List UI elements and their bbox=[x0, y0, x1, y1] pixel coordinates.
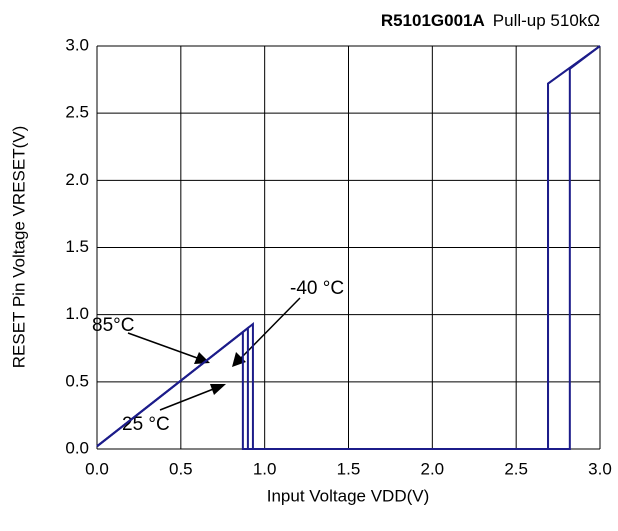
y-tick-label: 3.0 bbox=[65, 35, 89, 54]
y-tick-label: 0.5 bbox=[65, 371, 89, 390]
series-label: 85°C bbox=[92, 315, 134, 336]
series-label: -40 °C bbox=[290, 278, 344, 299]
x-tick-label: 2.5 bbox=[504, 459, 528, 478]
x-axis-label: Input Voltage VDD(V) bbox=[267, 486, 430, 505]
y-tick-label: 2.5 bbox=[65, 103, 89, 122]
x-tick-label: 2.0 bbox=[421, 459, 445, 478]
y-tick-label: 0.0 bbox=[65, 438, 89, 457]
y-tick-label: 1.0 bbox=[65, 304, 89, 323]
x-tick-label: 0.5 bbox=[169, 459, 193, 478]
y-tick-label: 1.5 bbox=[65, 237, 89, 256]
x-tick-label: 3.0 bbox=[588, 459, 612, 478]
arrow bbox=[159, 387, 217, 411]
series-line bbox=[96, 45, 601, 450]
x-tick-label: 1.0 bbox=[253, 459, 277, 478]
arrow bbox=[239, 297, 301, 360]
arrow-head bbox=[210, 384, 226, 395]
y-tick-label: 2.0 bbox=[65, 170, 89, 189]
chart-heading: R5101G001A Pull-up 510kΩ bbox=[381, 11, 600, 30]
series-label: 25 °C bbox=[122, 414, 170, 435]
chart-title: R5101G001A bbox=[381, 11, 485, 30]
y-axis-label: RESET Pin Voltage VRESET(V) bbox=[9, 126, 28, 369]
x-tick-label: 1.5 bbox=[337, 459, 361, 478]
chart-subtitle: Pull-up 510kΩ bbox=[493, 11, 600, 30]
arrow bbox=[127, 332, 201, 360]
x-tick-label: 0.0 bbox=[85, 459, 109, 478]
